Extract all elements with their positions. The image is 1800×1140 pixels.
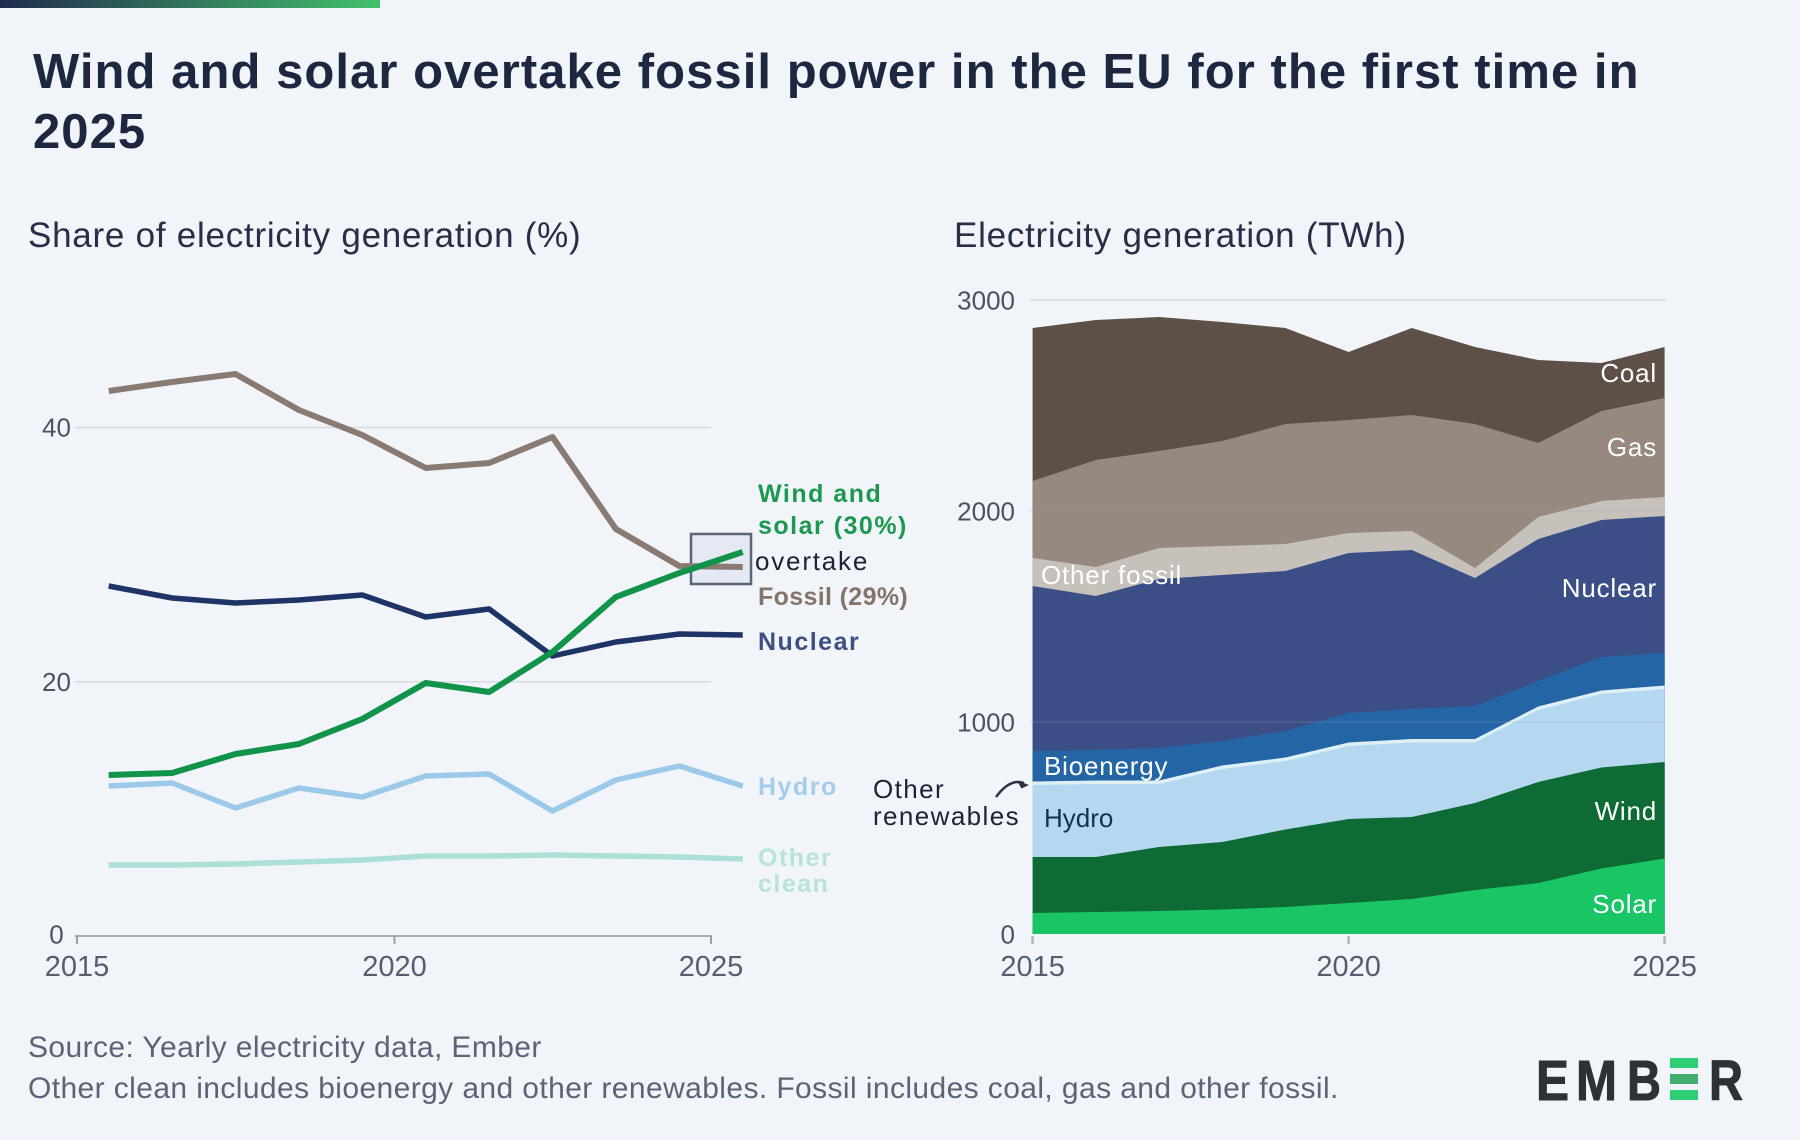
svg-text:B: B [1627, 1049, 1661, 1113]
svg-text:Coal: Coal [1600, 358, 1657, 388]
svg-text:20: 20 [42, 667, 71, 697]
svg-text:Other fossil: Other fossil [1041, 560, 1182, 590]
svg-text:Other: Other [873, 774, 945, 804]
svg-text:R: R [1709, 1049, 1743, 1113]
svg-text:2025: 2025 [679, 951, 744, 983]
svg-text:2020: 2020 [1316, 951, 1381, 983]
svg-text:overtake: overtake [755, 546, 869, 576]
svg-text:2015: 2015 [1000, 951, 1065, 983]
svg-text:2000: 2000 [957, 497, 1015, 527]
svg-text:Bioenergy: Bioenergy [1044, 751, 1168, 781]
svg-text:Solar: Solar [1592, 889, 1657, 919]
svg-text:Other clean includes bioenergy: Other clean includes bioenergy and other… [28, 1072, 1339, 1105]
svg-text:Hydro: Hydro [758, 773, 838, 801]
svg-text:0: 0 [1001, 920, 1015, 950]
svg-text:Wind and solar overtake fossil: Wind and solar overtake fossil power in … [33, 45, 1640, 99]
svg-text:E: E [1536, 1049, 1569, 1113]
svg-text:Nuclear: Nuclear [1562, 573, 1657, 603]
svg-text:0: 0 [49, 920, 63, 950]
svg-text:Hydro: Hydro [1044, 803, 1113, 833]
svg-text:3000: 3000 [957, 286, 1015, 316]
svg-text:Nuclear: Nuclear [758, 628, 860, 656]
svg-text:40: 40 [42, 413, 71, 443]
svg-text:Electricity generation (TWh): Electricity generation (TWh) [954, 216, 1407, 255]
svg-text:solar (30%): solar (30%) [758, 512, 908, 540]
svg-text:2020: 2020 [362, 951, 427, 983]
svg-text:1000: 1000 [957, 708, 1015, 738]
svg-text:2025: 2025 [33, 105, 146, 159]
svg-text:2015: 2015 [45, 951, 110, 983]
svg-text:Share of electricity generatio: Share of electricity generation (%) [28, 216, 581, 255]
svg-text:2025: 2025 [1632, 951, 1697, 983]
svg-text:Wind: Wind [1595, 796, 1657, 826]
svg-text:Fossil (29%): Fossil (29%) [758, 583, 908, 611]
svg-text:M: M [1576, 1049, 1617, 1113]
svg-text:Wind and: Wind and [758, 480, 882, 508]
svg-text:clean: clean [758, 870, 829, 898]
svg-text:renewables: renewables [873, 801, 1020, 831]
svg-text:Gas: Gas [1607, 432, 1657, 462]
svg-text:Source: Yearly electricity dat: Source: Yearly electricity data, Ember [28, 1031, 542, 1064]
svg-text:Other: Other [758, 844, 832, 872]
